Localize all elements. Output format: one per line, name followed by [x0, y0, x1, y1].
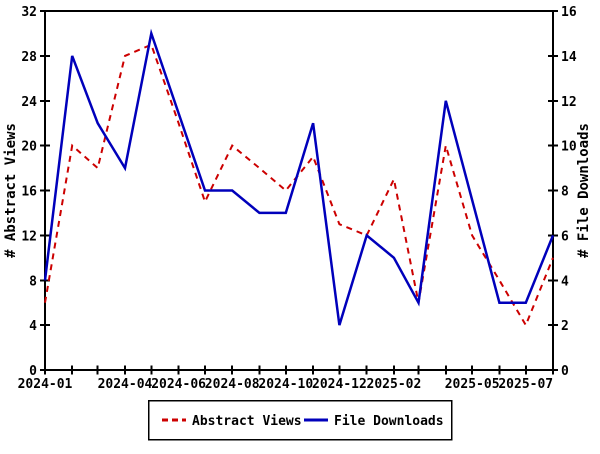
x-tick-label: 2025-07 — [498, 377, 553, 392]
y-right-tick-label: 8 — [561, 185, 569, 200]
y-right-tick-label: 6 — [561, 229, 569, 244]
y-right-tick-label: 16 — [561, 5, 577, 20]
y-left-tick-label: 32 — [21, 5, 37, 20]
x-tick-label: 2024-01 — [18, 377, 73, 392]
y-left-tick-label: 0 — [29, 364, 37, 379]
y-right-tick-label: 12 — [561, 95, 577, 110]
y-axis-left-title: # Abstract Views — [3, 123, 19, 258]
file-downloads-line — [43, 28, 555, 326]
y-right-tick-label: 4 — [561, 274, 569, 289]
y-right-tick-label: 2 — [561, 319, 569, 334]
y-left-tick-label: 24 — [21, 95, 37, 110]
x-tick-label: 2025-02 — [367, 377, 422, 392]
x-tick-label: 2024-12 — [312, 377, 367, 392]
y-right-tick-label: 0 — [561, 364, 569, 379]
x-tick-label: 2024-04 — [98, 377, 153, 392]
y-left-tick-label: 28 — [21, 50, 37, 65]
x-tick-label: 2025-05 — [445, 377, 500, 392]
y-left-tick-label: 4 — [29, 319, 37, 334]
abstract-views-line — [44, 43, 554, 328]
x-tick-label: 2024-10 — [258, 377, 313, 392]
y-left-tick-label: 12 — [21, 229, 37, 244]
y-right-tick-label: 10 — [561, 140, 577, 155]
y-left-tick-label: 20 — [21, 140, 37, 155]
y-axis-right-title: # File Downloads — [576, 123, 592, 258]
legend-box — [147, 399, 453, 441]
legend-label-file-downloads: File Downloads — [334, 414, 444, 429]
y-left-tick-label: 8 — [29, 274, 37, 289]
y-right-tick-label: 14 — [561, 50, 577, 65]
x-tick-label: 2024-06 — [151, 377, 206, 392]
legend-label-abstract-views: Abstract Views — [192, 414, 302, 429]
y-left-tick-label: 16 — [21, 185, 37, 200]
x-tick-label: 2024-08 — [205, 377, 260, 392]
